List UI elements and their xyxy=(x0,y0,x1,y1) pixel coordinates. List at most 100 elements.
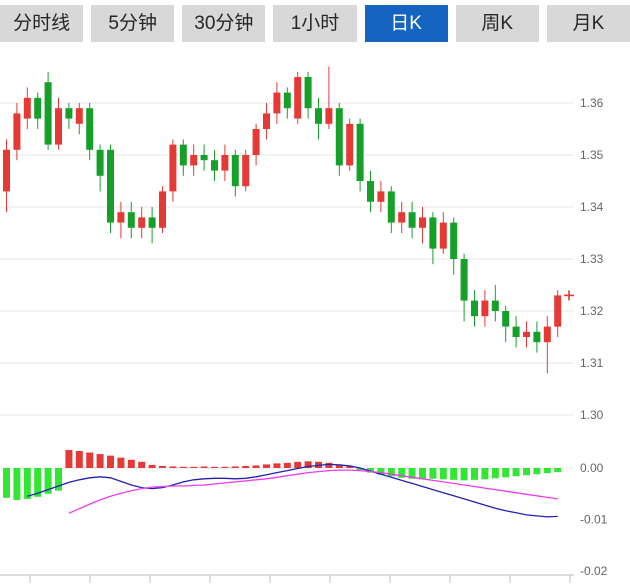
candle-body xyxy=(512,326,520,337)
tab-1hour[interactable]: 1小时 xyxy=(273,5,357,42)
macd-histogram-bar xyxy=(325,462,333,468)
candle-body xyxy=(200,155,208,161)
macd-histogram-bar xyxy=(159,465,166,468)
price-axis-label: 1.33 xyxy=(580,252,604,266)
candle-body xyxy=(325,108,333,124)
candle-body xyxy=(148,217,156,228)
candle-body xyxy=(242,155,250,187)
price-axis-label: 1.31 xyxy=(580,356,604,370)
macd-histogram-bar xyxy=(23,468,31,499)
macd-histogram-bar xyxy=(252,465,260,468)
macd-histogram-bar xyxy=(512,468,520,477)
candle-body xyxy=(377,191,385,202)
candle-body xyxy=(231,155,239,187)
candle-body xyxy=(252,129,260,155)
macd-histogram-bar xyxy=(107,455,114,468)
macd-histogram-bar xyxy=(75,451,83,468)
candle-body xyxy=(127,212,135,228)
candle-body xyxy=(23,97,31,119)
macd-axis-label: 0.00 xyxy=(580,461,604,475)
macd-histogram-bar xyxy=(543,468,551,474)
candle-body xyxy=(429,217,437,249)
candle-body xyxy=(398,212,406,223)
macd-histogram-bar xyxy=(221,466,229,468)
price-axis-label: 1.30 xyxy=(580,408,604,422)
macd-histogram-bar xyxy=(273,463,281,468)
macd-histogram-bar xyxy=(398,468,406,478)
macd-histogram-bar xyxy=(460,468,468,481)
macd-histogram-bar xyxy=(138,461,146,468)
candle-body xyxy=(460,259,468,301)
tab-daily-k[interactable]: 日K xyxy=(364,5,448,42)
macd-histogram-bar xyxy=(377,468,385,475)
macd-histogram-bar xyxy=(481,468,489,480)
macd-axis-label: -0.01 xyxy=(580,513,608,527)
tab-30min[interactable]: 30分钟 xyxy=(182,5,266,42)
candle-body xyxy=(471,300,478,317)
candle-body xyxy=(211,160,218,171)
macd-histogram-bar xyxy=(533,468,541,475)
tab-5min[interactable]: 5分钟 xyxy=(91,5,175,42)
macd-histogram-bar xyxy=(86,452,94,468)
macd-histogram-bar xyxy=(231,466,239,468)
candle-body xyxy=(13,113,21,150)
candle-body xyxy=(55,108,62,145)
timeframe-toolbar: 分时线 5分钟 30分钟 1小时 日K 周K 月K xyxy=(0,0,630,46)
candle-body xyxy=(439,222,447,249)
price-axis-label: 1.34 xyxy=(580,200,604,214)
macd-histogram-bar xyxy=(554,468,562,473)
candle-body xyxy=(543,326,551,343)
candle-body xyxy=(263,113,270,129)
macd-histogram-bar xyxy=(148,464,156,468)
candle-body xyxy=(169,144,177,192)
macd-histogram-bar xyxy=(471,468,478,480)
tab-time-share[interactable]: 分时线 xyxy=(0,5,84,42)
macd-histogram-bar xyxy=(211,466,218,468)
candle-body xyxy=(491,300,499,311)
candle-body xyxy=(190,155,198,166)
macd-dea-line xyxy=(68,469,558,514)
macd-histogram-bar xyxy=(263,464,270,468)
macd-histogram-bar xyxy=(117,457,125,468)
candle-body xyxy=(523,331,530,337)
macd-histogram-bar xyxy=(55,468,62,491)
candle-body xyxy=(138,217,146,228)
macd-histogram-bar xyxy=(346,465,354,468)
candle-body xyxy=(294,77,302,119)
candle-body xyxy=(96,149,104,176)
macd-histogram-bar xyxy=(356,468,364,471)
macd-histogram-bar xyxy=(335,464,343,468)
tab-weekly-k[interactable]: 周K xyxy=(455,5,539,42)
macd-histogram-bar xyxy=(169,466,177,468)
macd-histogram-bar xyxy=(439,468,447,480)
macd-histogram-bar xyxy=(283,462,291,468)
macd-histogram-bar xyxy=(502,468,510,478)
tab-monthly-k[interactable]: 月K xyxy=(546,5,630,42)
candle-body xyxy=(34,97,42,119)
macd-histogram-bar xyxy=(450,468,458,480)
price-axis-label: 1.35 xyxy=(580,148,604,162)
candle-body xyxy=(75,108,83,124)
macd-histogram-bar xyxy=(242,465,250,468)
candle-body xyxy=(502,311,510,327)
candle-body xyxy=(179,144,187,166)
candle-body xyxy=(44,82,52,145)
candle-body xyxy=(367,181,374,202)
candle-body xyxy=(356,123,364,181)
candle-body xyxy=(315,108,322,124)
macd-histogram-bar xyxy=(408,468,416,479)
candle-body xyxy=(304,77,312,109)
kline-chart[interactable]: 1.36 1.35 1.34 1.33 1.32 1.31 1.30 0.00 -0.01 -0.… xyxy=(0,46,630,588)
candle-body xyxy=(554,295,562,327)
macd-histogram-bar xyxy=(429,468,437,479)
candle-body xyxy=(86,108,94,150)
candle-body xyxy=(335,108,343,166)
candle-body xyxy=(117,212,125,223)
candle-body xyxy=(159,191,166,228)
macd-histogram-bar xyxy=(13,468,21,500)
candle-body xyxy=(346,123,354,166)
candle-body xyxy=(450,222,458,259)
candle-body xyxy=(533,331,541,343)
candle-body xyxy=(273,92,281,114)
macd-histogram-bar xyxy=(179,466,187,468)
